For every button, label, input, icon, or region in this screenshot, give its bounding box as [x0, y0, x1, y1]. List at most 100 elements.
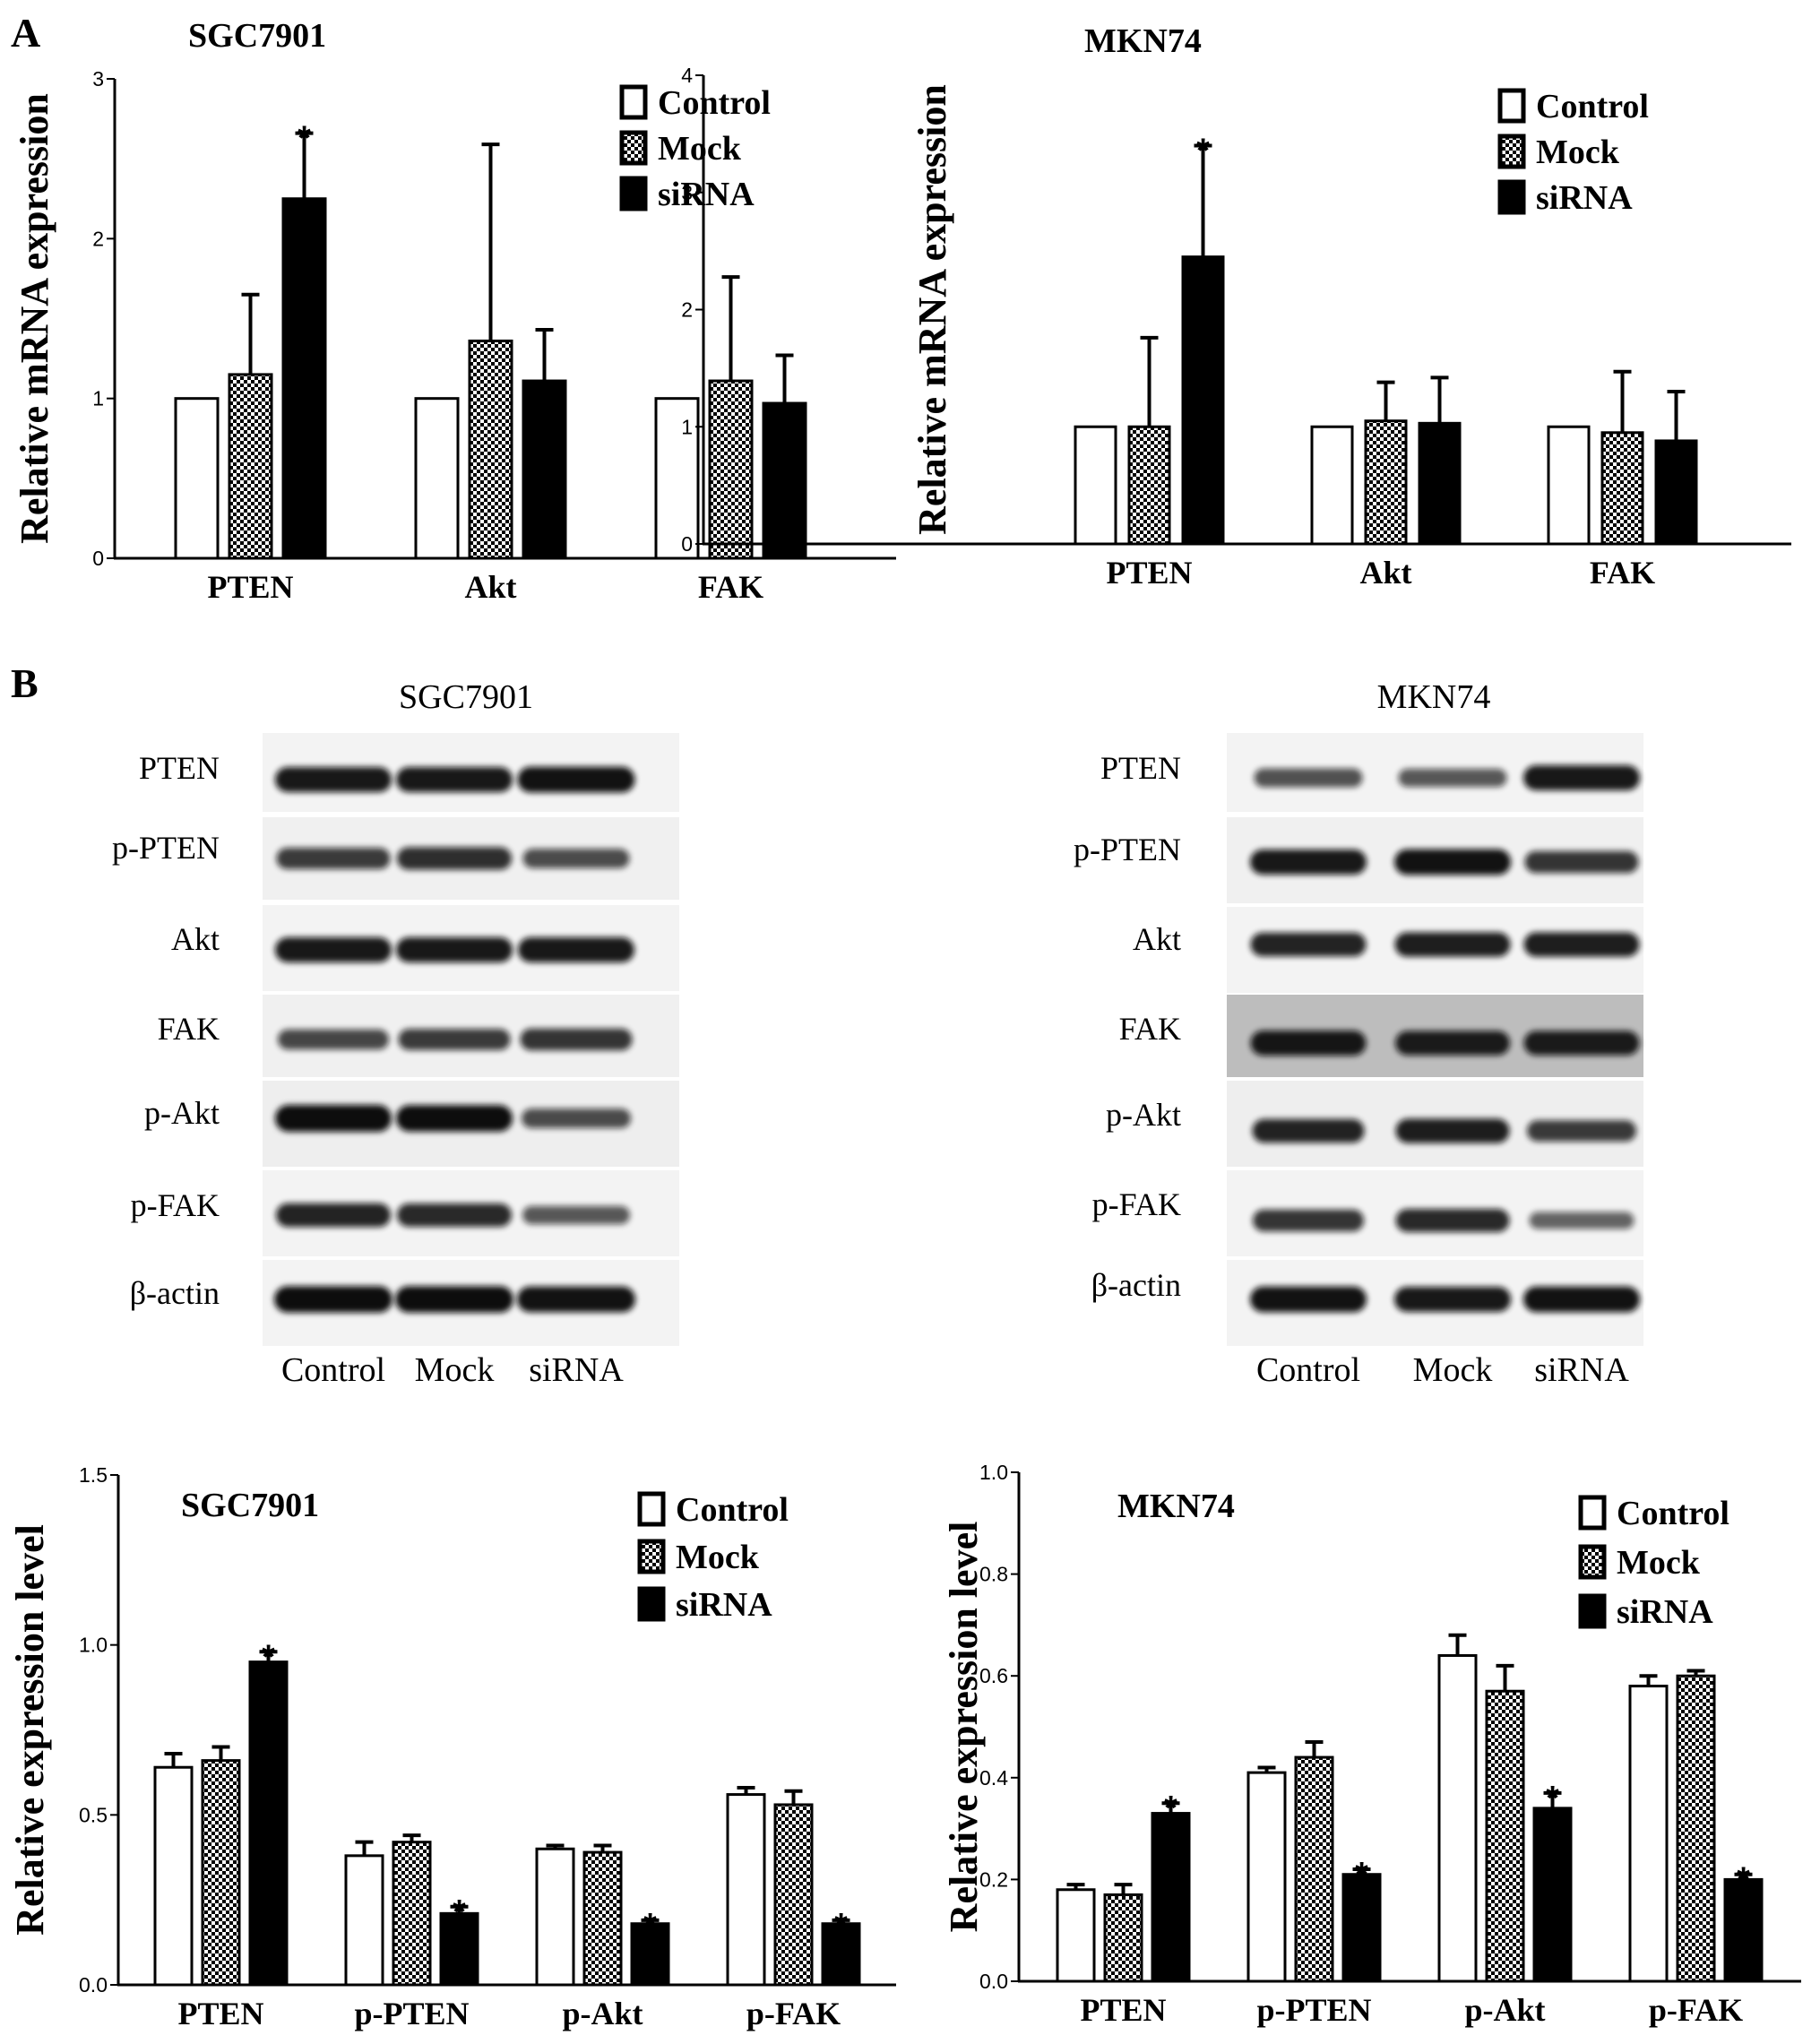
blot-band-p-pten-mock	[1394, 849, 1511, 875]
blot-band-akt-control	[275, 937, 392, 962]
y-axis-label: Relative expression level	[942, 1522, 986, 1933]
chart-title: SGC7901	[181, 1487, 319, 1524]
y-tick-label: 4	[681, 64, 693, 87]
bar-p-akt-control	[535, 1847, 575, 1987]
bar-pten-control	[153, 1765, 194, 1987]
category-label-p-akt: p-Akt	[1464, 1992, 1545, 2028]
legend-label-control: Control	[1536, 88, 1649, 125]
y-tick-label: 0	[92, 547, 104, 570]
blot-row-label-akt: Akt	[171, 921, 220, 957]
bar-p-pten-control	[1246, 1771, 1287, 1983]
bar-pten-sirna	[1181, 255, 1225, 546]
significance-star: *	[298, 120, 311, 158]
significance-star: *	[1196, 132, 1210, 169]
blot-row-label-p-akt: p-Akt	[144, 1095, 220, 1131]
bar-p-fak-mock	[1676, 1674, 1716, 1983]
blot-title: SGC7901	[399, 678, 533, 716]
y-axis-label: Relative mRNA expression	[13, 93, 56, 544]
chart-mkn74-protein: MKN74 0.0 0.2 0.4 0.6 0.8 1.0 Relative expressi…	[942, 1461, 1801, 2028]
significance-star: *	[1355, 1856, 1368, 1893]
chart-sgc7901-protein: SGC7901 0.0 0.5 1.0 1.5 Relative expression l…	[8, 1463, 896, 2031]
category-label-p-akt: p-Akt	[562, 1996, 643, 2031]
blot-band-fak-sirna	[520, 1028, 633, 1051]
blot-row-label-actin: β-actin	[130, 1275, 220, 1311]
y-tick-label: 0.0	[979, 1970, 1008, 1993]
western-blot-sgc7901: SGC7901 PTEN p-PTEN Akt FAK p-Akt p-FAK β-actin…	[112, 678, 679, 1389]
bar-p-pten-control	[344, 1854, 384, 1987]
panel-letter-a: A	[11, 10, 40, 56]
legend-swatch-sirna	[1578, 1593, 1607, 1629]
category-label-pten: PTEN	[1080, 1992, 1166, 2028]
blot-band-pten-control	[1254, 768, 1363, 788]
legend-label-mock: Mock	[1617, 1544, 1701, 1582]
significance-star: *	[262, 1638, 275, 1676]
category-label-p-fak: p-FAK	[746, 1996, 841, 2031]
blot-band-p-akt-sirna	[1527, 1120, 1636, 1142]
legend-swatch-sirna	[1497, 179, 1526, 215]
significance-star: *	[834, 1907, 848, 1945]
blot-row-label-p-fak: p-FAK	[1092, 1186, 1181, 1222]
blot-band-actin-control	[1250, 1286, 1367, 1313]
y-tick-label: 1	[681, 415, 693, 438]
significance-star: *	[643, 1907, 657, 1945]
chart-title: MKN74	[1117, 1488, 1235, 1525]
bar-akt-control	[1310, 425, 1354, 546]
category-label-pten: PTEN	[1106, 555, 1192, 591]
legend-swatch-mock	[619, 130, 648, 166]
category-label-fak: FAK	[698, 569, 763, 605]
blot-row-label-p-pten: p-PTEN	[1074, 832, 1181, 867]
category-label-fak: FAK	[1590, 555, 1655, 591]
bar-pten-sirna	[1151, 1812, 1191, 1983]
bar-p-akt-mock	[1485, 1689, 1525, 1983]
significance-star: *	[1546, 1780, 1559, 1817]
blot-band-pten-sirna	[1523, 765, 1640, 790]
blot-band-p-pten-sirna	[522, 849, 630, 868]
blot-band-akt-mock	[1394, 932, 1511, 957]
blot-band-actin-mock	[1394, 1287, 1511, 1312]
blot-lane-label-control: Control	[1256, 1351, 1360, 1389]
blot-band-fak-mock	[1395, 1031, 1510, 1056]
blot-row-label-pten: PTEN	[139, 750, 220, 786]
bar-pten-control	[1074, 425, 1117, 546]
legend-label-mock: Mock	[1536, 134, 1620, 171]
y-tick-label: 2	[681, 298, 693, 322]
blot-band-p-pten-control	[1250, 850, 1367, 875]
bar-p-akt-control	[1437, 1653, 1478, 1983]
y-tick-label: 3	[92, 67, 104, 91]
blot-band-p-akt-mock	[1395, 1118, 1510, 1143]
chart-title: MKN74	[1084, 22, 1202, 60]
bar-akt-control	[414, 397, 460, 560]
category-label-p-pten: p-PTEN	[1256, 1992, 1371, 2028]
legend-swatch-sirna	[637, 1586, 666, 1622]
bar-pten-mock	[1103, 1893, 1143, 1983]
blot-band-p-fak-control	[1253, 1209, 1364, 1232]
y-tick-label: 3	[681, 181, 693, 204]
bar-pten-control	[174, 397, 220, 560]
y-tick-label: 0.8	[979, 1563, 1008, 1586]
bar-pten-mock	[201, 1759, 241, 1987]
blot-lane-label-mock: Mock	[1413, 1351, 1493, 1389]
blot-band-p-pten-sirna	[1524, 850, 1639, 874]
category-label-akt: Akt	[464, 569, 516, 605]
bar-p-fak-mock	[773, 1803, 814, 1987]
blot-row-label-fak: FAK	[158, 1011, 220, 1047]
blot-band-akt-mock	[396, 937, 513, 962]
blot-band-pten-control	[275, 767, 392, 792]
blot-band-p-fak-mock	[1395, 1209, 1510, 1232]
legend-label-mock: Mock	[676, 1539, 760, 1576]
bar-pten-control	[1056, 1888, 1096, 1983]
bar-p-fak-control	[1628, 1685, 1669, 1983]
y-axis-label: Relative mRNA expression	[910, 84, 954, 535]
blot-band-akt-control	[1250, 932, 1367, 957]
blot-title: MKN74	[1377, 678, 1491, 716]
category-label-pten: PTEN	[177, 1996, 263, 2031]
blot-row-label-actin: β-actin	[1091, 1267, 1181, 1303]
blot-lane-label-sirna: siRNA	[1534, 1351, 1629, 1389]
category-label-p-pten: p-PTEN	[354, 1996, 469, 2031]
chart-title: SGC7901	[188, 17, 326, 55]
bar-fak-sirna	[1654, 439, 1698, 546]
blot-row-label-p-akt: p-Akt	[1106, 1097, 1181, 1133]
blot-band-actin-mock	[395, 1286, 513, 1313]
y-tick-label: 1.5	[79, 1463, 108, 1487]
